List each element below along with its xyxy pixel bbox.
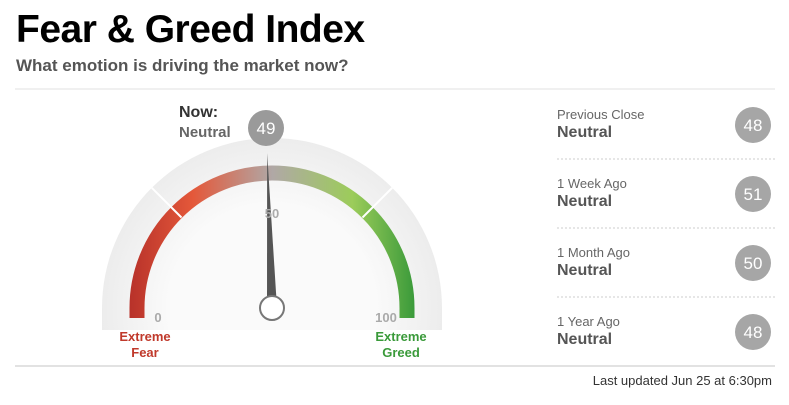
history-value: 48	[744, 116, 763, 135]
now-rating: Neutral	[179, 124, 231, 141]
high-label: Extreme Greed	[375, 329, 427, 360]
history-value: 51	[744, 185, 763, 204]
history-label: Previous Close	[557, 107, 645, 122]
gauge-tick-label: 0	[154, 310, 161, 325]
subtitle: What emotion is driving the market now?	[16, 56, 349, 75]
gauge-tick-label: 50	[265, 206, 279, 221]
history-label: 1 Month Ago	[557, 245, 630, 260]
gauge-tick-label: 100	[375, 310, 397, 325]
now-label: Now:	[179, 104, 219, 121]
history-badge	[735, 314, 771, 350]
history-badge	[735, 176, 771, 212]
title: Fear & Greed Index	[16, 8, 365, 51]
history-value: 50	[744, 254, 763, 273]
gauge-arc	[129, 165, 415, 318]
history-rating: Neutral	[557, 124, 613, 141]
last-updated: Last updated Jun 25 at 6:30pm	[592, 373, 772, 388]
history-label: 1 Week Ago	[557, 176, 627, 191]
history-label: 1 Year Ago	[557, 314, 620, 329]
history-badge	[735, 245, 771, 281]
low-label: Extreme Fear	[119, 329, 171, 360]
history-rating: Neutral	[557, 193, 613, 210]
history-rating: Neutral	[557, 262, 613, 279]
history-rating: Neutral	[557, 331, 613, 348]
history-badge	[735, 107, 771, 143]
now-value: 49	[257, 119, 276, 138]
gauge-separator	[151, 187, 183, 219]
needle	[267, 153, 277, 309]
gauge-separator	[361, 187, 393, 219]
history-value: 48	[744, 323, 763, 342]
needle-pivot	[259, 295, 285, 321]
now-value-badge	[248, 110, 284, 146]
